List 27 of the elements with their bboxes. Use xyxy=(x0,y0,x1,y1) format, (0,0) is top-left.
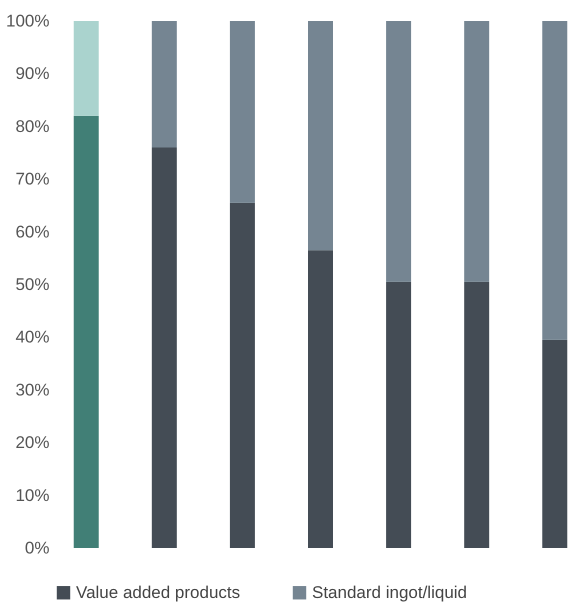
bar xyxy=(74,21,99,116)
bar xyxy=(464,282,490,548)
bar xyxy=(308,21,333,250)
y-tick-label: 30% xyxy=(15,380,50,400)
y-tick-label: 50% xyxy=(15,275,50,294)
bar xyxy=(542,21,568,340)
bar xyxy=(308,250,333,548)
bar xyxy=(542,340,568,548)
y-tick-label: 20% xyxy=(15,433,50,452)
y-tick-label: 80% xyxy=(15,116,50,136)
y-tick-label: 60% xyxy=(15,222,50,242)
bar xyxy=(386,282,412,548)
bar xyxy=(464,21,490,282)
bar xyxy=(230,21,255,203)
bar xyxy=(386,21,412,282)
bar xyxy=(74,116,99,548)
y-tick-label: 40% xyxy=(15,328,50,347)
legend-label: Value added products xyxy=(76,582,240,602)
bar xyxy=(230,202,255,548)
bar xyxy=(152,21,177,148)
y-tick-label: 0% xyxy=(24,538,50,558)
y-tick-label: 70% xyxy=(15,170,50,189)
y-tick-label: 10% xyxy=(15,486,50,505)
y-tick-label: 100% xyxy=(6,12,50,30)
legend-label: Standard ingot/liquid xyxy=(312,582,468,602)
y-tick-label: 90% xyxy=(15,64,50,84)
bar xyxy=(152,147,177,548)
